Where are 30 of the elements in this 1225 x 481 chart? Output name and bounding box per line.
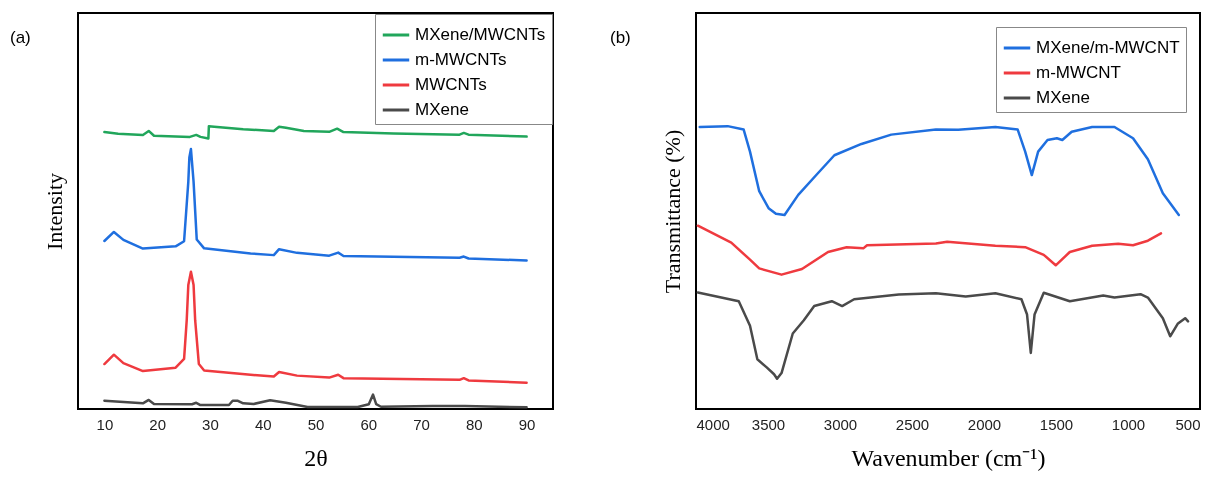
x-tick-label: 500 [1175, 415, 1201, 433]
y-axis-title: Transmittance (%) [659, 129, 685, 294]
x-tick-label: 3000 [823, 415, 858, 433]
x-axis-title: Wavenumber (cm⁻¹) [851, 444, 1046, 471]
x-tick-label: 50 [307, 415, 325, 433]
legend-label: MWCNTs [415, 75, 487, 94]
legend-label: MXene [415, 100, 469, 119]
x-tick-label: 1000 [1111, 415, 1146, 433]
x-tick-label: 80 [465, 415, 483, 433]
x-tick-label: 90 [518, 415, 536, 433]
legend-label: m-MWCNT [1036, 63, 1121, 82]
x-tick-label: 60 [360, 415, 378, 433]
chart-title: (a) [10, 28, 31, 47]
legend-label: m-MWCNTs [415, 50, 507, 69]
x-tick-label: 10 [96, 415, 114, 433]
x-tick-label: 2500 [895, 415, 930, 433]
y-axis-title: Intensity [41, 173, 67, 250]
x-tick-label: 3500 [751, 415, 786, 433]
legend-label: MXene/MWCNTs [415, 25, 546, 44]
x-tick-label: 30 [202, 415, 219, 433]
legend-label: MXene [1036, 88, 1090, 107]
x-tick-label: 4000 [696, 415, 730, 433]
x-tick-label: 70 [413, 415, 430, 433]
x-axis-title: 2θ [304, 444, 328, 471]
legend-label: MXene/m-MWCNT [1036, 38, 1180, 57]
x-tick-label: 1500 [1039, 415, 1074, 433]
x-tick-label: 2000 [967, 415, 1002, 433]
x-tick-label: 20 [149, 415, 167, 433]
chart-title: (b) [610, 28, 631, 47]
x-tick-label: 40 [254, 415, 272, 433]
